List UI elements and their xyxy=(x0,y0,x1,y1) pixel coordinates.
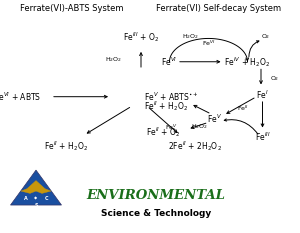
Text: H$_2$O$_2$: H$_2$O$_2$ xyxy=(182,32,199,41)
Text: Fe$^{III}$: Fe$^{III}$ xyxy=(255,130,270,143)
Text: O$_2$: O$_2$ xyxy=(270,74,279,82)
Polygon shape xyxy=(11,170,61,205)
Text: S: S xyxy=(34,202,38,208)
Text: C: C xyxy=(45,196,48,201)
Text: Fe$^{II}$ + H$_2$O$_2$: Fe$^{II}$ + H$_2$O$_2$ xyxy=(44,139,88,153)
Text: Fe$^{III}$ + O$_2$: Fe$^{III}$ + O$_2$ xyxy=(123,30,159,44)
Text: A: A xyxy=(24,196,27,201)
Text: Fe$^{II}$: Fe$^{II}$ xyxy=(237,104,249,113)
Text: Fe$^{VI}$: Fe$^{VI}$ xyxy=(161,55,178,68)
Text: Fe$^{II}$ + H$_2$O$_2$: Fe$^{II}$ + H$_2$O$_2$ xyxy=(144,99,189,113)
Text: Fe$^{V}$ + ABTS$^{\bullet+}$: Fe$^{V}$ + ABTS$^{\bullet+}$ xyxy=(144,90,199,103)
Text: Fe$^{IV}$ + H$_2$O$_2$: Fe$^{IV}$ + H$_2$O$_2$ xyxy=(224,55,271,69)
Text: ◆: ◆ xyxy=(34,196,38,201)
Text: Fe$^{VI}$ + ABTS: Fe$^{VI}$ + ABTS xyxy=(0,90,42,103)
Text: Fe$^{II}$ + O$_2$: Fe$^{II}$ + O$_2$ xyxy=(146,125,181,139)
Text: Fe$^{V}$: Fe$^{V}$ xyxy=(207,113,222,125)
Text: H$_2$O$_2$: H$_2$O$_2$ xyxy=(191,123,208,131)
Text: O$_2$: O$_2$ xyxy=(261,32,270,41)
Text: H$_2$O$_2$: H$_2$O$_2$ xyxy=(106,55,122,64)
Polygon shape xyxy=(21,181,51,193)
Text: Ferrate(VI) Self-decay System: Ferrate(VI) Self-decay System xyxy=(156,4,282,13)
Text: Ferrate(VI)-ABTS System: Ferrate(VI)-ABTS System xyxy=(20,4,124,13)
Text: Science & Technology: Science & Technology xyxy=(101,209,211,218)
Text: ENVIRONMENTAL: ENVIRONMENTAL xyxy=(86,189,226,202)
Text: 2Fe$^{II}$ + 2H$_2$O$_2$: 2Fe$^{II}$ + 2H$_2$O$_2$ xyxy=(168,139,222,153)
Text: Fe$^{VI}$: Fe$^{VI}$ xyxy=(202,38,215,48)
Text: Fe$^{I}$: Fe$^{I}$ xyxy=(256,88,269,101)
Text: Fe$^{V}$: Fe$^{V}$ xyxy=(165,122,177,132)
